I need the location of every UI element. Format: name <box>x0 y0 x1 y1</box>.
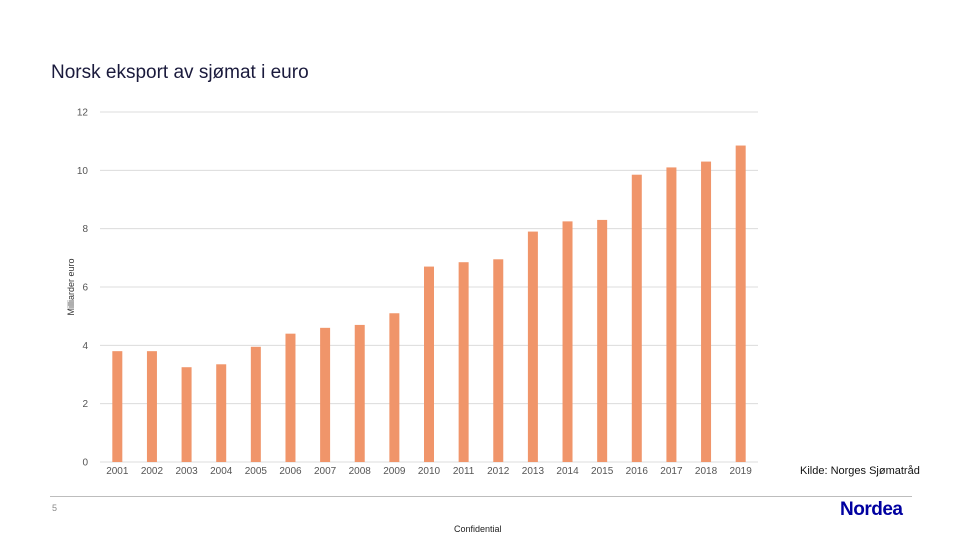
bar-2003 <box>181 367 192 462</box>
x-tick-label: 2019 <box>730 466 753 477</box>
x-tick-label: 2015 <box>591 466 614 477</box>
bar-2009 <box>389 313 400 462</box>
bar-2017 <box>666 167 677 462</box>
x-tick-label: 2001 <box>106 466 129 477</box>
footer-divider <box>50 496 912 497</box>
bar-2014 <box>562 221 573 462</box>
bar-2011 <box>458 262 469 462</box>
x-tick-label: 2013 <box>522 466 545 477</box>
x-tick-label: 2017 <box>660 466 683 477</box>
y-tick-label: 10 <box>77 166 89 177</box>
source-note: Kilde: Norges Sjømatråd <box>800 465 920 477</box>
bar-2016 <box>631 174 642 463</box>
bar-2005 <box>250 346 261 462</box>
y-tick-label: 6 <box>82 283 88 294</box>
bar-2004 <box>216 364 227 462</box>
bar-2007 <box>320 327 331 462</box>
bar-2019 <box>735 145 746 462</box>
bar-2001 <box>112 351 123 462</box>
x-tick-label: 2003 <box>175 466 198 477</box>
y-tick-label: 8 <box>82 224 88 235</box>
x-tick-label: 2011 <box>453 466 475 477</box>
y-tick-label: 12 <box>77 108 89 119</box>
y-tick-label: 0 <box>82 458 88 469</box>
bars <box>112 145 746 463</box>
x-tick-label: 2007 <box>314 466 337 477</box>
page-number: 5 <box>52 503 58 513</box>
bar-2010 <box>424 266 434 462</box>
bar-2008 <box>354 324 365 462</box>
bar-2013 <box>527 231 538 462</box>
y-axis-label: Milliarder euro <box>66 258 76 315</box>
x-tick-label: 2004 <box>210 466 233 477</box>
x-tick-label: 2008 <box>349 466 372 477</box>
y-tick-labels: 0 2 4 6 8 10 12 <box>77 108 89 469</box>
x-tick-label: 2012 <box>487 466 510 477</box>
x-tick-label: 2005 <box>245 466 268 477</box>
x-tick-label: 2016 <box>626 466 649 477</box>
x-tick-label: 2018 <box>695 466 718 477</box>
bar-2015 <box>597 219 608 462</box>
chart-title: Norsk eksport av sjømat i euro <box>51 62 309 83</box>
x-tick-label: 2014 <box>556 466 579 477</box>
bar-2006 <box>285 333 296 462</box>
x-tick-label: 2010 <box>418 466 441 477</box>
x-tick-labels: 2001 2002 2003 2004 2005 2006 2007 2008 2009 2010… <box>106 466 752 477</box>
bar-2018 <box>701 161 712 463</box>
y-tick-label: 2 <box>82 399 88 410</box>
x-tick-label: 2002 <box>141 466 164 477</box>
bar-2012 <box>493 259 504 462</box>
bar-2002 <box>146 351 157 462</box>
x-tick-label: 2006 <box>279 466 302 477</box>
y-tick-label: 4 <box>82 341 88 352</box>
x-tick-label: 2009 <box>383 466 406 477</box>
nordea-logo: Nordea <box>840 499 903 520</box>
confidential-label: Confidential <box>454 524 502 534</box>
